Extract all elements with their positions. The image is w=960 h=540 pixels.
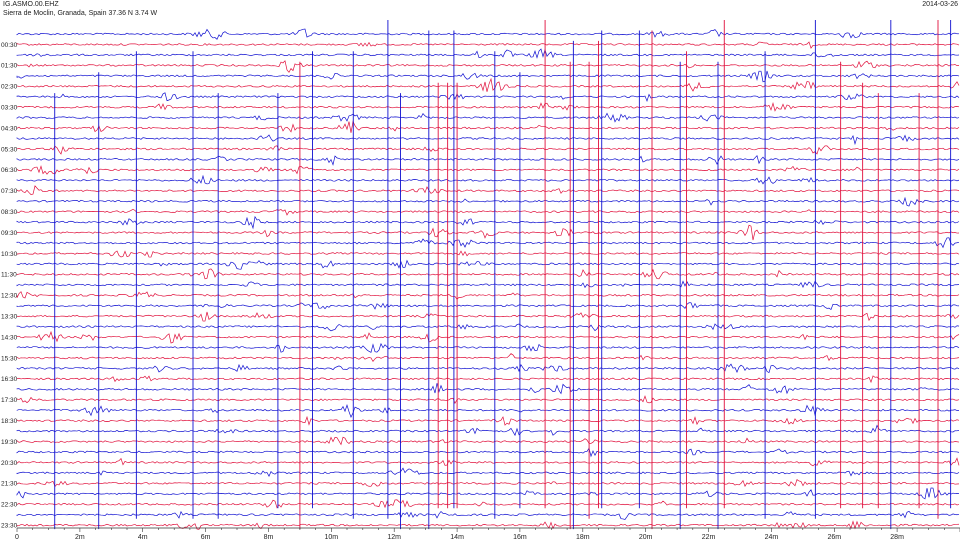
x-tick-label: 18m (576, 534, 590, 540)
row-label: 19:30 (1, 439, 18, 446)
row-label: 16:30 (1, 376, 18, 383)
trace-row-30 (16, 330, 960, 344)
trace-row-11 (16, 134, 960, 146)
x-tick-label: 8m (264, 534, 274, 540)
row-label: 12:30 (1, 293, 18, 300)
x-tick-label: 10m (324, 534, 338, 540)
row-label: 07:30 (1, 188, 18, 195)
trace-row-15 (16, 174, 960, 185)
trace-row-39 (16, 424, 960, 437)
x-tick-label: 24m (765, 534, 779, 540)
trace-row-20 (16, 224, 960, 241)
row-label: 21:30 (1, 481, 18, 488)
trace-row-46 (16, 499, 960, 509)
trace-row-9 (16, 112, 960, 123)
x-tick-label: 20m (639, 534, 653, 540)
trace-row-37 (16, 403, 960, 418)
trace-row-25 (16, 280, 960, 289)
row-label: 22:30 (1, 502, 18, 509)
trace-row-7 (16, 92, 960, 103)
row-label: 01:30 (1, 63, 18, 70)
row-label: 11:30 (1, 272, 17, 279)
trace-row-44 (16, 478, 960, 488)
station-location: Sierra de Moclin, Granada, Spain 37.36 N… (3, 10, 158, 17)
trace-row-31 (16, 342, 960, 353)
event-spikes (54, 20, 952, 530)
row-label: 15:30 (1, 355, 18, 362)
row-label: 23:30 (1, 522, 18, 529)
x-tick-label: 12m (387, 534, 401, 540)
x-tick-label: 14m (450, 534, 464, 540)
trace-row-12 (16, 145, 960, 155)
trace-row-47 (16, 510, 960, 520)
row-time-labels: 00:30 01:30 02:30 03:30 04:30 05:30 06:30 07:30… (1, 42, 18, 530)
trace-row-14 (16, 165, 960, 175)
x-tick-label: 28m (890, 534, 904, 540)
x-tick-label: 0 (15, 534, 19, 540)
trace-row-41 (16, 447, 960, 458)
x-tick-label: 6m (201, 534, 211, 540)
trace-row-13 (16, 155, 960, 166)
row-label: 18:30 (1, 418, 18, 425)
trace-row-29 (16, 323, 960, 332)
trace-row-28 (16, 311, 960, 322)
trace-row-6 (16, 77, 960, 92)
row-label: 08:30 (1, 209, 18, 216)
trace-row-26 (16, 291, 960, 300)
trace-row-36 (16, 395, 960, 404)
x-tick-label: 2m (75, 534, 85, 540)
x-tick-label: 22m (702, 534, 716, 540)
trace-row-2 (16, 41, 960, 49)
x-axis: 0 2m 4m 6m 8m 10m 12m 14m 16m 18m 20m 22m 24m 26m 28m (15, 527, 960, 540)
trace-row-21 (16, 237, 960, 249)
trace-row-5 (16, 70, 960, 83)
trace-row-45 (16, 487, 960, 500)
x-tick-label: 26m (827, 534, 841, 540)
trace-row-33 (16, 363, 960, 374)
trace-row-8 (16, 101, 960, 112)
trace-row-42 (16, 457, 960, 467)
trace-row-40 (16, 436, 960, 446)
trace-row-22 (16, 250, 960, 258)
trace-row-10 (16, 120, 960, 133)
trace-row-35 (16, 383, 960, 395)
trace-row-43 (16, 467, 960, 477)
trace-row-34 (16, 375, 960, 384)
trace-row-16 (16, 185, 960, 196)
trace-row-1 (16, 28, 960, 40)
trace-row-23 (16, 259, 960, 270)
trace-row-19 (16, 215, 960, 230)
trace-row-38 (16, 415, 960, 426)
row-label: 03:30 (1, 104, 18, 111)
trace-row-4 (16, 60, 960, 73)
row-label: 06:30 (1, 167, 18, 174)
trace-row-32 (16, 353, 960, 362)
record-date: 2014-03-26 (922, 1, 958, 8)
row-label: 09:30 (1, 230, 18, 237)
trace-row-24 (16, 268, 960, 280)
row-label: 10:30 (1, 251, 18, 258)
station-code: IG.ASMO.00.EHZ (3, 1, 59, 8)
row-label: 05:30 (1, 146, 18, 153)
trace-row-27 (16, 302, 960, 311)
row-label: 13:30 (1, 313, 18, 320)
trace-row-18 (16, 208, 960, 216)
row-label: 14:30 (1, 334, 18, 341)
row-label: 00:30 (1, 42, 18, 49)
row-label: 04:30 (1, 125, 18, 132)
trace-row-17 (16, 196, 960, 207)
row-label: 17:30 (1, 397, 18, 404)
row-label: 02:30 (1, 84, 18, 91)
row-label: 20:30 (1, 460, 18, 467)
x-tick-label: 16m (513, 534, 527, 540)
trace-row-3 (16, 48, 960, 59)
trace-row-48 (16, 520, 960, 530)
seismic-traces (16, 28, 960, 530)
x-tick-label: 4m (138, 534, 148, 540)
